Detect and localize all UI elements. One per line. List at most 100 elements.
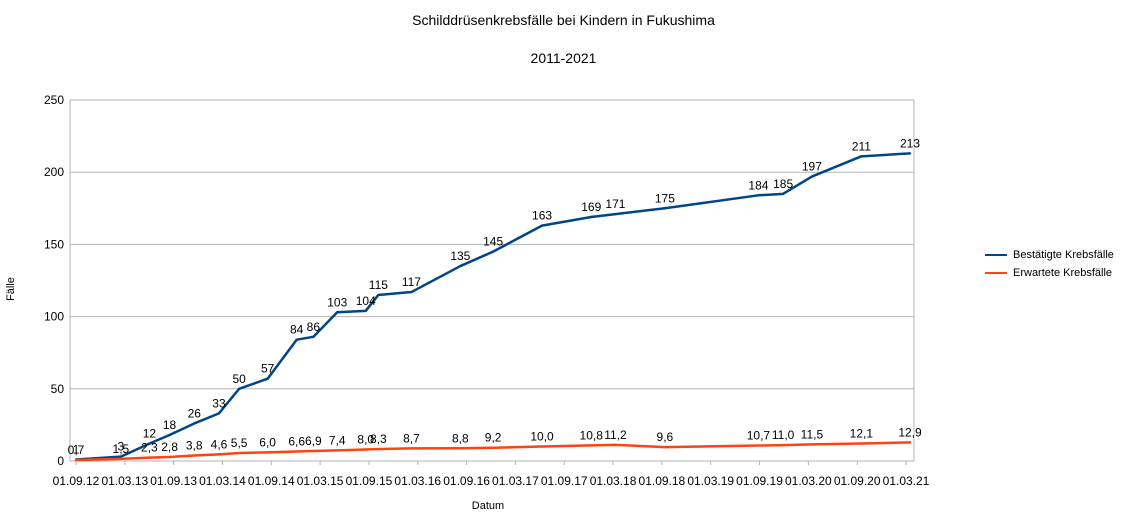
data-point [860,442,863,445]
x-tick-label: 01.03.13 [101,474,148,488]
x-tick-label: 01.03.14 [199,474,246,488]
data-label: 0,7 [68,443,85,457]
data-point [757,194,760,197]
x-tick-label: 01.03.16 [394,474,441,488]
y-tick-label: 50 [51,382,65,396]
data-point [312,449,315,453]
data-point [148,456,151,459]
x-tick-label: 01.09.16 [443,474,490,488]
data-label: 12,9 [898,425,922,439]
data-point [410,447,413,450]
data-point [217,412,221,415]
data-point [237,387,241,390]
data-point [148,442,151,445]
legend: Bestätigte Krebsfälle Erwartete Krebsfäl… [985,246,1114,282]
data-point [459,447,462,450]
data-label: 197 [802,160,822,174]
data-point [193,454,196,457]
data-point [168,455,171,459]
data-label: 11,0 [772,428,795,442]
legend-swatch-confirmed [985,254,1007,256]
series-line-confirmed [75,152,911,461]
data-point [781,443,785,447]
data-label: 10,8 [580,428,604,442]
data-label: 57 [261,362,275,376]
x-tick-label: 01.03.21 [883,474,930,488]
x-tick-label: 01.09.13 [150,474,197,488]
data-point [908,441,912,444]
series-lines [74,152,912,462]
data-label: 6,0 [259,435,276,449]
x-tick-label: 01.03.15 [297,474,344,488]
y-tick-label: 0 [57,454,64,468]
data-label: 104 [356,294,376,308]
data-label: 184 [748,178,768,192]
data-label: 11,5 [801,427,824,441]
data-label: 26 [188,406,202,420]
data-point [217,453,221,456]
data-point [781,192,785,196]
data-point [540,224,544,227]
data-label: 117 [402,275,421,289]
data-point [908,152,912,155]
data-label: 171 [605,197,625,211]
data-label: 9,2 [485,431,502,445]
legend-item-expected: Erwartete Krebsfälle [985,264,1114,282]
x-tick-label: 01.03.19 [687,474,734,488]
data-point [663,207,667,210]
legend-label-confirmed: Bestätigte Krebsfälle [1013,249,1114,261]
data-label: 1 [73,443,80,457]
data-label: 12 [143,427,157,441]
y-tick-label: 150 [44,237,64,251]
data-point [377,293,380,297]
data-label: 10,0 [530,430,554,444]
data-point [295,450,298,453]
legend-label-expected: Erwartete Krebsfälle [1013,267,1113,279]
data-label: 169 [581,200,601,214]
data-label: 8,0 [357,432,374,446]
data-point [810,175,814,178]
data-point [266,377,269,380]
data-label: 18 [163,418,177,432]
data-point [364,448,367,451]
data-point [810,443,814,446]
data-label: 185 [773,177,793,191]
data-point [336,311,339,314]
data-point [663,445,667,449]
data-point [590,444,593,447]
data-label: 50 [232,372,246,386]
grid-lines [70,99,914,462]
y-tick-label: 100 [44,310,64,324]
data-label: 8,7 [403,431,420,445]
data-point [295,338,298,341]
data-point [491,250,495,253]
data-label: 3 [118,440,125,454]
data-label: 4,6 [211,437,228,451]
data-label: 175 [655,191,675,205]
data-label: 10,7 [747,429,771,443]
data-label: 6,9 [305,434,322,448]
data-label: 84 [290,323,304,337]
data-label: 145 [483,235,503,249]
legend-item-confirmed: Bestätigte Krebsfälle [985,246,1114,264]
chart-title: Schilddrüsenkrebsfälle bei Kindern in Fu… [412,12,715,28]
data-point [237,451,241,455]
data-point [119,455,123,458]
data-point [590,215,593,219]
data-point [193,422,196,425]
data-label: 2,3 [141,441,158,455]
x-tick-label: 01.03.17 [492,474,539,488]
data-point [410,290,413,294]
x-axis-label: Datum [472,500,504,512]
data-label: 3,8 [186,439,203,453]
data-label: 8,3 [370,432,387,446]
data-label: 103 [327,295,347,309]
data-label: 115 [369,278,388,292]
data-label: 6,6 [288,434,305,448]
data-label: 11,2 [604,428,627,442]
data-point [168,433,171,437]
x-tick-label: 01.09.12 [53,474,100,488]
data-point [74,458,78,462]
data-point [377,447,380,451]
